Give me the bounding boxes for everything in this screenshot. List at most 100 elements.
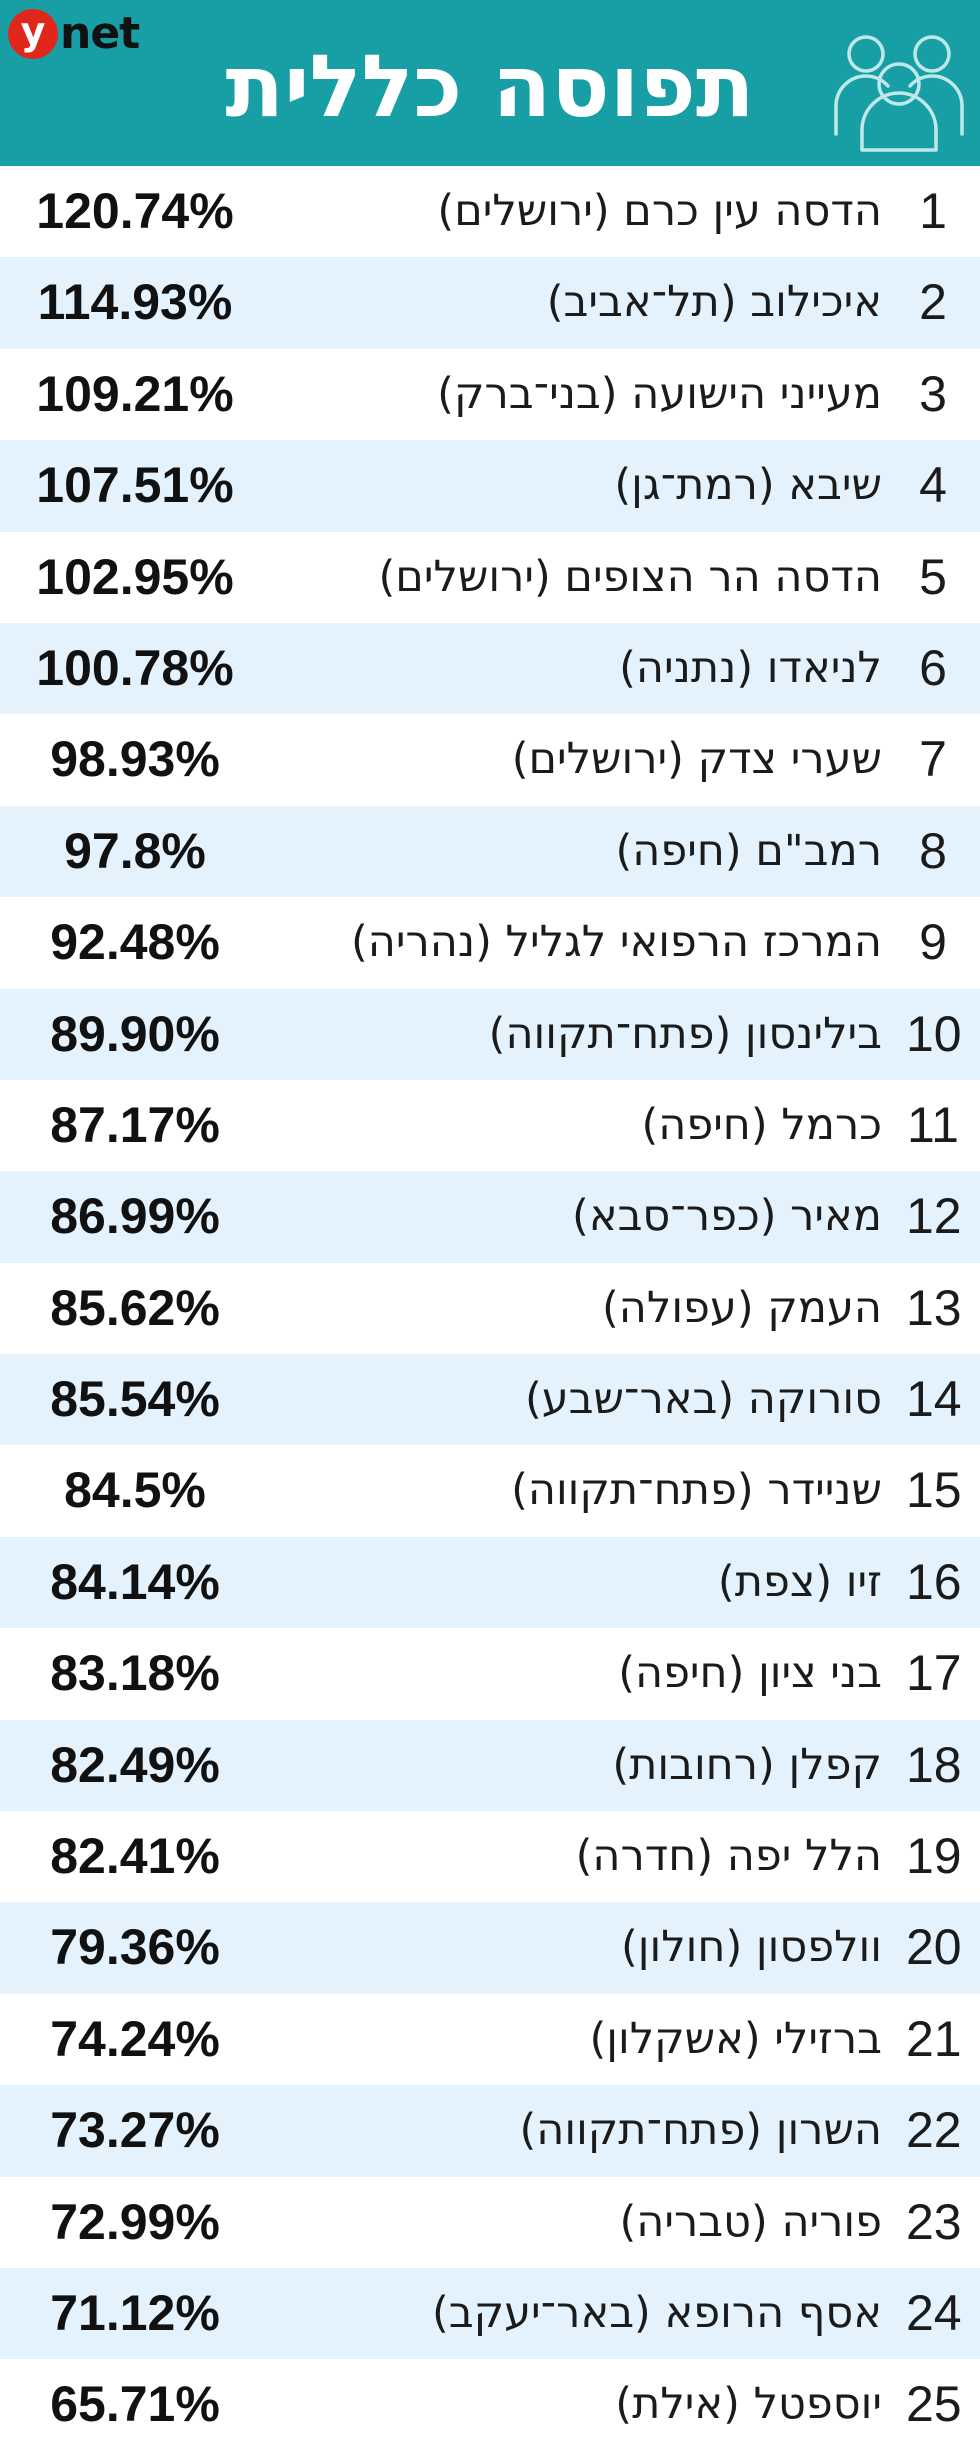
occupancy-value: 92.48% <box>50 914 220 971</box>
row-rank: 20 <box>906 1919 962 1976</box>
row-rank: 15 <box>906 1462 962 1519</box>
occupancy-value: 102.95% <box>36 548 234 605</box>
hospital-name: בני ציון (חיפה) <box>618 1648 882 1699</box>
hospital-name: המרכז הרפואי לגליל (נהריה) <box>351 917 882 968</box>
hospital-name: מעייני הישועה (בני־ברק) <box>437 368 882 419</box>
row-rank: 2 <box>919 274 947 331</box>
hospital-name: ברזילי (אשקלון) <box>589 2013 883 2064</box>
occupancy-value: 84.14% <box>50 1553 220 1610</box>
table-row: 15 שניידר (פתח־תקווה) 84.5% <box>0 1445 980 1537</box>
occupancy-value: 84.5% <box>64 1462 206 1519</box>
table-row: 18 קפלן (רחובות) 82.49% <box>0 1719 980 1812</box>
occupancy-table: 1 הדסה עין כרם (ירושלים) 120.74% 2 איכילוב (… <box>0 166 980 2451</box>
hospital-name: שניידר (פתח־תקווה) <box>511 1465 882 1516</box>
hospital-name: שיבא (רמת־גן) <box>614 460 882 511</box>
row-rank: 14 <box>906 1371 962 1428</box>
occupancy-value: 100.78% <box>36 639 234 696</box>
table-row: 22 השרון (פתח־תקווה) 73.27% <box>0 2085 980 2177</box>
row-rank: 23 <box>906 2193 962 2250</box>
hospital-name: הדסה עין כרם (ירושלים) <box>437 186 882 236</box>
row-rank: 19 <box>906 1828 962 1885</box>
table-row: 16 זיו (צפת) 84.14% <box>0 1536 980 1629</box>
occupancy-value: 83.18% <box>50 1645 220 1702</box>
row-rank: 4 <box>919 457 947 514</box>
row-rank: 6 <box>919 639 947 696</box>
row-rank: 5 <box>919 548 947 605</box>
table-row: 1 הדסה עין כרם (ירושלים) 120.74% <box>0 166 980 258</box>
occupancy-value: 109.21% <box>36 365 234 422</box>
hospital-name: יוספטל (אילת) <box>615 2379 882 2430</box>
hospital-name: לניאדו (נתניה) <box>619 642 882 693</box>
hospital-name: קפלן (רחובות) <box>612 1739 882 1790</box>
occupancy-value: 86.99% <box>50 1188 220 1245</box>
table-row: 9 המרכז הרפואי לגליל (נהריה) 92.48% <box>0 897 980 989</box>
occupancy-value: 65.71% <box>50 2376 220 2433</box>
row-rank: 9 <box>919 914 947 971</box>
occupancy-value: 72.99% <box>50 2193 220 2250</box>
row-rank: 13 <box>906 1279 962 1336</box>
row-rank: 22 <box>906 2102 962 2159</box>
ynet-logo[interactable]: y net <box>8 4 140 64</box>
table-row: 24 אסף הרופא (באר־יעקב) 71.12% <box>0 2267 980 2360</box>
row-rank: 21 <box>906 2010 962 2067</box>
table-row: 17 בני ציון (חיפה) 83.18% <box>0 1628 980 1720</box>
row-rank: 3 <box>919 365 947 422</box>
occupancy-value: 107.51% <box>36 457 234 514</box>
hospital-name: השרון (פתח־תקווה) <box>519 2105 883 2156</box>
hospital-name: אסף הרופא (באר־יעקב) <box>431 2287 882 2338</box>
table-row: 10 בילינסון (פתח־תקווה) 89.90% <box>0 988 980 1080</box>
row-rank: 10 <box>906 1005 962 1062</box>
hospital-name: וולפסון (חולון) <box>621 1922 882 1973</box>
occupancy-value: 97.8% <box>64 822 206 879</box>
row-rank: 7 <box>919 731 947 788</box>
table-row: 21 ברזילי (אשקלון) 74.24% <box>0 1993 980 2086</box>
occupancy-value: 71.12% <box>50 2284 220 2341</box>
occupancy-value: 98.93% <box>50 731 220 788</box>
hospital-name: הדסה הר הצופים (ירושלים) <box>378 551 882 602</box>
row-rank: 18 <box>906 1736 962 1793</box>
table-row: 12 מאיר (כפר־סבא) 86.99% <box>0 1171 980 1263</box>
chart-header: y net תפוסה כללית <box>0 0 980 166</box>
row-rank: 12 <box>906 1188 962 1245</box>
hospital-name: מאיר (כפר־סבא) <box>572 1191 882 1242</box>
occupancy-value: 74.24% <box>50 2010 220 2067</box>
occupancy-value: 120.74% <box>36 183 234 239</box>
table-row: 6 לניאדו (נתניה) 100.78% <box>0 622 980 715</box>
table-row: 25 יוספטל (אילת) 65.71% <box>0 2359 980 2451</box>
occupancy-value: 85.62% <box>50 1279 220 1336</box>
people-group-icon <box>834 35 964 152</box>
ynet-logo-y: y <box>8 9 58 59</box>
row-rank: 8 <box>919 822 947 879</box>
row-rank: 25 <box>906 2376 962 2433</box>
occupancy-value: 89.90% <box>50 1005 220 1062</box>
occupancy-value: 114.93% <box>37 274 233 331</box>
table-row: 5 הדסה הר הצופים (ירושלים) 102.95% <box>0 531 980 623</box>
table-row: 13 העמק (עפולה) 85.62% <box>0 1262 980 1355</box>
row-rank: 11 <box>907 1096 959 1153</box>
hospital-name: רמב"ם (חיפה) <box>615 825 882 876</box>
table-row: 23 פוריה (טבריה) 72.99% <box>0 2176 980 2268</box>
table-row: 2 איכילוב (תל־אביב) 114.93% <box>0 257 980 349</box>
occupancy-value: 82.41% <box>50 1828 220 1885</box>
occupancy-value: 82.49% <box>50 1736 220 1793</box>
table-row: 4 שיבא (רמת־גן) 107.51% <box>0 440 980 532</box>
chart-title: תפוסה כללית <box>225 37 755 137</box>
row-rank: 16 <box>906 1553 962 1610</box>
ynet-logo-net: net <box>60 8 140 59</box>
hospital-name: פוריה (טבריה) <box>619 2196 883 2247</box>
occupancy-value: 87.17% <box>50 1096 220 1153</box>
table-row: 7 שערי צדק (ירושלים) 98.93% <box>0 714 980 806</box>
row-rank: 17 <box>906 1645 962 1702</box>
hospital-name: בילינסון (פתח־תקווה) <box>488 1008 882 1059</box>
table-row: 8 רמב"ם (חיפה) 97.8% <box>0 805 980 898</box>
hospital-name: זיו (צפת) <box>717 1556 882 1607</box>
table-row: 11 כרמל (חיפה) 87.17% <box>0 1079 980 1172</box>
occupancy-value: 85.54% <box>50 1371 220 1428</box>
hospital-name: שערי צדק (ירושלים) <box>511 734 882 785</box>
table-row: 19 הלל יפה (חדרה) 82.41% <box>0 1811 980 1903</box>
hospital-name: סורוקה (באר־שבע) <box>524 1374 882 1425</box>
row-rank: 24 <box>906 2284 962 2341</box>
table-row: 20 וולפסון (חולון) 79.36% <box>0 1902 980 1994</box>
hospital-name: העמק (עפולה) <box>602 1282 882 1333</box>
hospital-name: איכילוב (תל־אביב) <box>546 277 882 328</box>
